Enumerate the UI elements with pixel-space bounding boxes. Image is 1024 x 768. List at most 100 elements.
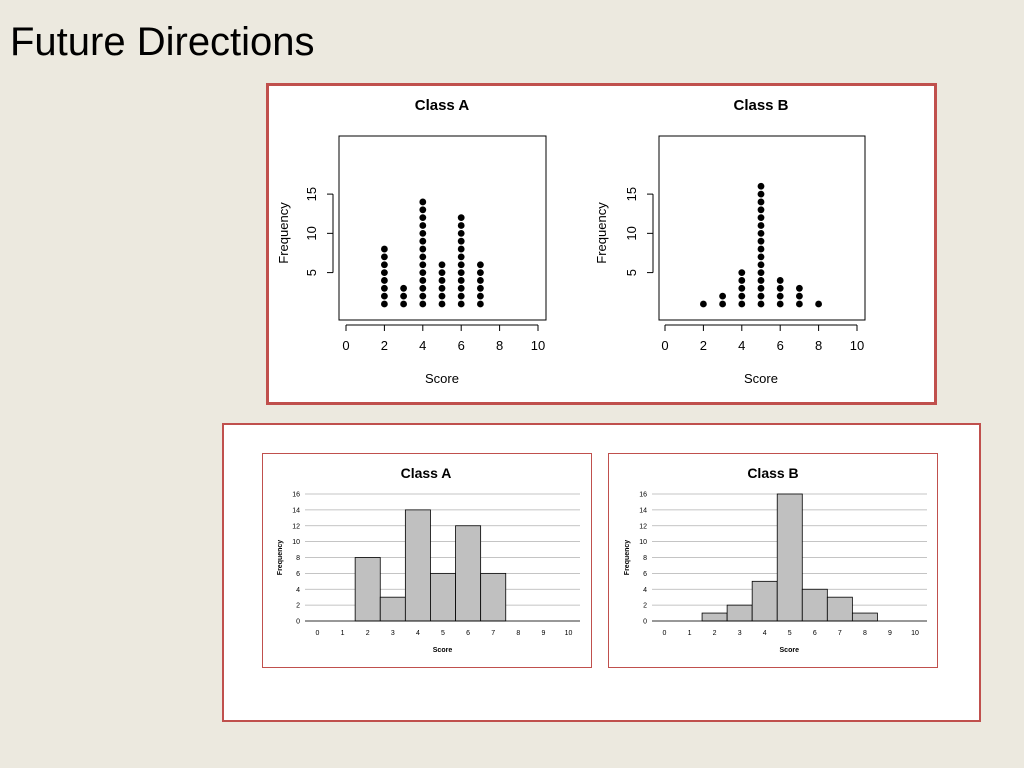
dot-plot-class-b-point bbox=[757, 229, 765, 237]
histogram-class-b-bar bbox=[751, 580, 778, 622]
histogram-class-a-x-tick-label: 5 bbox=[441, 630, 445, 637]
dot-plot-class-a-y-tick-label: 15 bbox=[304, 187, 319, 201]
dot-plot-class-b-point bbox=[776, 300, 784, 308]
histogram-class-a-bar bbox=[354, 557, 381, 622]
dot-plot-class-a-point bbox=[381, 300, 388, 308]
histogram-class-b-x-tick-label: 4 bbox=[763, 630, 767, 637]
dot-plot-class-b-point bbox=[738, 277, 746, 284]
histogram-class-b-x-tick-label: 9 bbox=[888, 630, 892, 637]
dot-plot-class-b-x-tick-label: 6 bbox=[777, 338, 784, 353]
dot-plot-class-b-y-tick-label: 5 bbox=[624, 269, 639, 276]
histogram-class-a-title: Class A bbox=[401, 465, 452, 481]
dot-plot-class-a-point bbox=[419, 300, 427, 308]
dot-plot-class-b-point bbox=[757, 237, 765, 245]
histogram-class-a-bar bbox=[455, 525, 482, 622]
histogram-class-b-x-tick-label: 6 bbox=[813, 630, 817, 637]
histogram-class-b-x-axis-label: Score bbox=[780, 647, 800, 654]
dot-plot-class-b-x-axis-label: Score bbox=[744, 371, 778, 386]
dot-plot-class-a-point bbox=[457, 214, 465, 222]
dot-plot-class-a-point bbox=[457, 229, 465, 237]
dot-plot-class-b-x-tick-label: 0 bbox=[661, 338, 668, 353]
dot-plot-class-b-point bbox=[757, 198, 765, 206]
dot-plot-class-a-point bbox=[477, 261, 484, 269]
histogram-class-a-bar bbox=[430, 572, 456, 622]
histogram-class-b-x-tick-label: 5 bbox=[788, 630, 792, 637]
histogram-class-b-y-tick-label: 0 bbox=[643, 619, 647, 626]
dot-plot-class-a-point bbox=[438, 277, 446, 284]
slide-title: Future Directions bbox=[10, 20, 315, 64]
dot-plot-class-a-x-tick-label: 6 bbox=[458, 338, 465, 353]
histogram-class-a-y-tick-label: 2 bbox=[296, 603, 300, 610]
dot-plot-class-a-point bbox=[457, 261, 465, 269]
histogram-class-a-y-tick-label: 8 bbox=[296, 555, 300, 562]
dot-plot-class-a-point bbox=[419, 214, 427, 222]
dot-plot-class-b-point bbox=[796, 284, 803, 292]
histogram-class-a-x-tick-label: 1 bbox=[341, 630, 345, 637]
dot-plot-class-a-point bbox=[400, 284, 407, 292]
dot-plot-class-a-point bbox=[457, 253, 465, 261]
dot-plot-class-a-point bbox=[419, 269, 427, 276]
dot-plot-class-a-point bbox=[381, 277, 388, 284]
dot-plot-class-a-x-tick-label: 10 bbox=[531, 338, 545, 353]
dot-plot-class-a-point bbox=[477, 300, 484, 308]
dot-plot-class-b-point bbox=[796, 300, 803, 308]
dot-plot-class-a-plot-box bbox=[338, 135, 547, 321]
dot-plot-class-b-point bbox=[738, 292, 746, 300]
dot-plot-class-a-point bbox=[419, 229, 427, 237]
dot-plot-class-a-point bbox=[400, 300, 407, 308]
dot-plot-class-a-point bbox=[419, 198, 427, 206]
histogram-class-a-x-tick-label: 0 bbox=[316, 630, 320, 637]
dot-plot-class-b-x-tick-label: 4 bbox=[738, 338, 745, 353]
histogram-class-a-y-tick-label: 14 bbox=[292, 507, 300, 514]
histogram-class-a-bar bbox=[480, 572, 507, 622]
histogram-class-b-frame bbox=[608, 453, 938, 668]
dot-plot-class-a-point bbox=[438, 292, 446, 300]
dot-plot-class-a-point bbox=[477, 277, 484, 284]
histogram-class-a-x-axis-label: Score bbox=[433, 647, 453, 654]
dot-plot-class-b-point bbox=[776, 292, 784, 300]
histogram-class-a-x-tick-label: 9 bbox=[541, 630, 545, 637]
dot-plot-class-a-x-tick-label: 0 bbox=[342, 338, 349, 353]
dot-plot-class-b-x-tick-label: 2 bbox=[700, 338, 707, 353]
dot-plots-panel bbox=[266, 83, 937, 405]
dot-plot-class-b-point bbox=[757, 277, 765, 284]
dot-plot-class-b-point bbox=[776, 277, 784, 284]
histogram-class-a-x-tick-label: 10 bbox=[565, 630, 573, 637]
histogram-class-a-x-tick-label: 4 bbox=[416, 630, 420, 637]
dot-plot-class-a-point bbox=[457, 269, 465, 276]
histogram-class-b-x-tick-label: 1 bbox=[688, 630, 692, 637]
dot-plot-class-b-point bbox=[757, 253, 765, 261]
histogram-class-a-x-tick-label: 7 bbox=[491, 630, 495, 637]
histogram-class-b-y-axis-label: Frequency bbox=[624, 540, 631, 576]
histogram-class-a-x-tick-label: 6 bbox=[466, 630, 470, 637]
histogram-class-a-y-tick-label: 12 bbox=[292, 523, 300, 530]
dot-plot-class-b-point bbox=[757, 206, 765, 214]
histogram-class-b-x-tick-label: 3 bbox=[738, 630, 742, 637]
dot-plot-class-a-point bbox=[381, 269, 388, 276]
dot-plot-class-a-point bbox=[381, 245, 388, 253]
histogram-class-b-y-tick-label: 12 bbox=[639, 523, 647, 530]
dot-plot-class-b-point bbox=[757, 269, 765, 276]
dot-plot-class-a-x-tick-label: 2 bbox=[381, 338, 388, 353]
histogram-class-b-bar bbox=[851, 612, 878, 622]
histogram-class-b-bar bbox=[726, 604, 753, 622]
dot-plot-class-a-point bbox=[419, 222, 427, 229]
dot-plot-class-b-point bbox=[757, 245, 765, 253]
dot-plot-class-a-point bbox=[457, 277, 465, 284]
histogram-class-b-title: Class B bbox=[747, 465, 798, 481]
dot-plot-class-b-plot-box bbox=[658, 135, 866, 321]
dot-plot-class-a-point bbox=[400, 292, 407, 300]
dot-plot-class-b-point bbox=[738, 284, 746, 292]
dot-plot-class-a-point bbox=[419, 277, 427, 284]
dot-plot-class-a-point bbox=[419, 284, 427, 292]
dot-plot-class-a-point bbox=[438, 269, 446, 276]
dot-plot-class-a-point bbox=[381, 284, 388, 292]
histogram-class-b-y-tick-label: 16 bbox=[639, 492, 647, 499]
histogram-class-a-x-tick-label: 3 bbox=[391, 630, 395, 637]
histogram-class-b-x-tick-label: 2 bbox=[713, 630, 717, 637]
dot-plot-class-a-point bbox=[419, 245, 427, 253]
dot-plot-class-b-x-tick-label: 8 bbox=[815, 338, 822, 353]
dot-plot-class-b-point bbox=[700, 300, 707, 308]
dot-plot-class-a-point bbox=[457, 292, 465, 300]
histogram-class-b-y-tick-label: 10 bbox=[639, 539, 647, 546]
